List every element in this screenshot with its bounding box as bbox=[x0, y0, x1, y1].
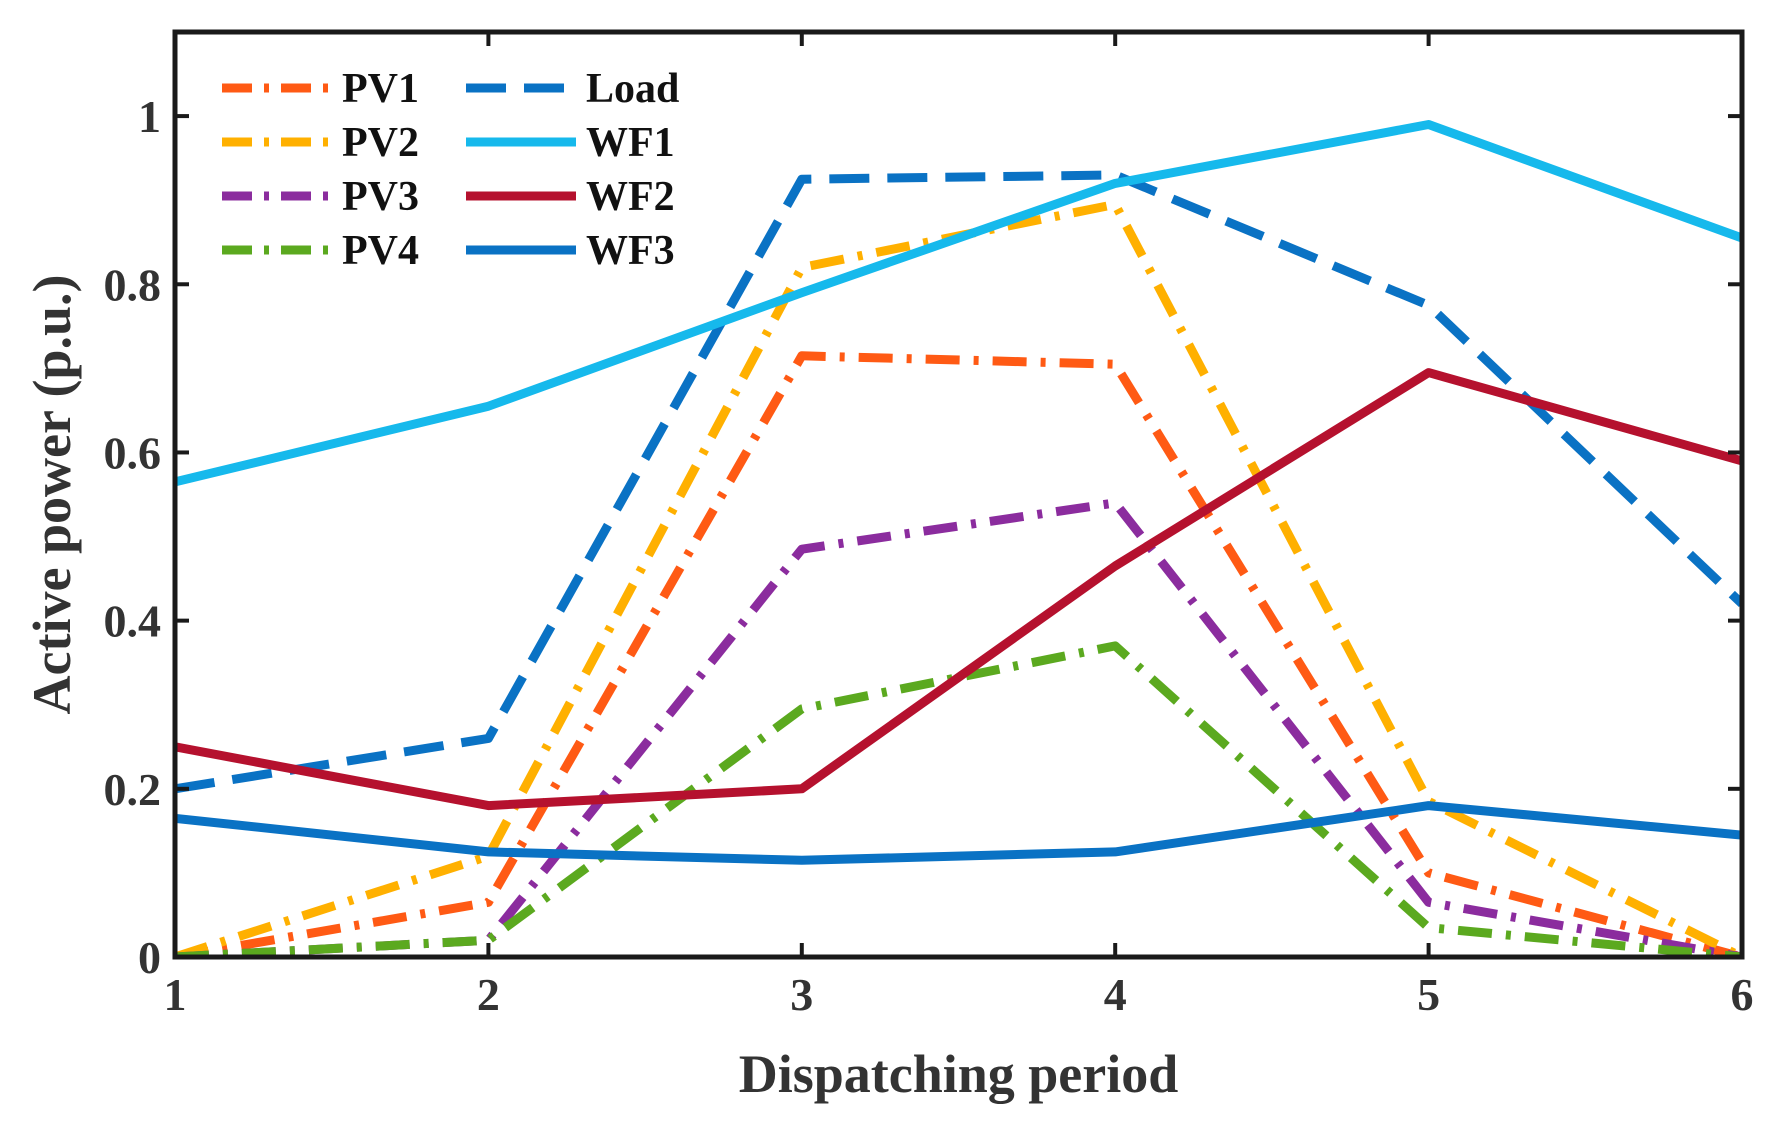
x-tick-label: 6 bbox=[1731, 969, 1754, 1020]
legend-item-wf1: WF1 bbox=[466, 120, 675, 166]
y-tick-label: 0.4 bbox=[104, 596, 162, 647]
y-tick-label: 0 bbox=[138, 932, 161, 983]
y-tick-label: 0.8 bbox=[104, 259, 162, 310]
x-tick-label: 2 bbox=[477, 969, 500, 1020]
legend-item-wf3: WF3 bbox=[466, 228, 675, 274]
x-tick-label: 1 bbox=[164, 969, 187, 1020]
series-line-pv3 bbox=[175, 498, 1742, 957]
series-layer bbox=[175, 120, 1742, 957]
y-tick-label: 0.2 bbox=[104, 764, 162, 815]
legend-label: WF1 bbox=[586, 120, 675, 166]
series-line-wf2 bbox=[175, 368, 1742, 811]
series-line-wf1 bbox=[175, 120, 1742, 487]
legend-item-pv4: PV4 bbox=[222, 228, 419, 274]
legend-label: PV3 bbox=[342, 174, 419, 220]
legend-label: WF2 bbox=[586, 174, 675, 220]
series-line-pv1 bbox=[175, 351, 1742, 957]
x-tick-label: 4 bbox=[1104, 969, 1127, 1020]
plot-frame bbox=[172, 29, 1745, 960]
legend: PV1 PV2 PV3 PV4 Load WF1 WF2 WF3 bbox=[222, 66, 679, 274]
y-tick-label: 1 bbox=[138, 91, 161, 142]
series-line-wf3 bbox=[175, 801, 1742, 865]
legend-label: Load bbox=[586, 66, 679, 112]
tick-layer: 1 2 3 4 5 6 0 0.2 0.4 0.6 0.8 1 bbox=[104, 32, 1754, 1020]
x-tick-label: 5 bbox=[1417, 969, 1440, 1020]
legend-label: PV1 bbox=[342, 66, 419, 112]
legend-label: PV4 bbox=[342, 228, 419, 274]
legend-label: WF3 bbox=[586, 228, 675, 274]
legend-item-pv2: PV2 bbox=[222, 120, 419, 166]
legend-label: PV2 bbox=[342, 120, 419, 166]
series-line-pv4 bbox=[175, 641, 1742, 957]
x-axis-label: Dispatching period bbox=[739, 1044, 1179, 1104]
legend-item-wf2: WF2 bbox=[466, 174, 675, 220]
series-line-load bbox=[175, 170, 1742, 794]
x-tick-label: 3 bbox=[790, 969, 813, 1020]
legend-item-pv1: PV1 bbox=[222, 66, 419, 112]
y-axis-label: Active power (p.u.) bbox=[22, 275, 82, 715]
y-tick-label: 0.6 bbox=[104, 427, 162, 478]
legend-item-pv3: PV3 bbox=[222, 174, 419, 220]
legend-item-load: Load bbox=[466, 66, 679, 112]
